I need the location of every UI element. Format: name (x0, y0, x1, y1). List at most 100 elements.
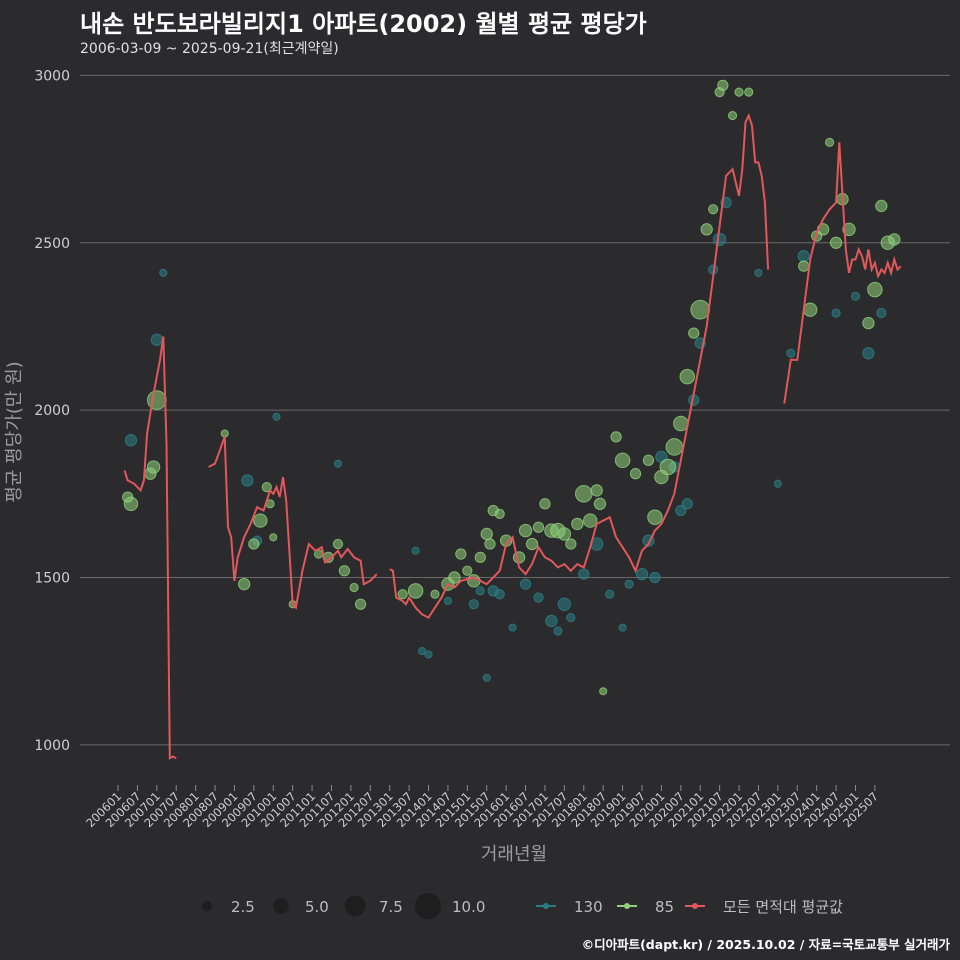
point-85 (539, 498, 551, 510)
point-130 (417, 647, 427, 656)
point-130 (675, 504, 687, 517)
y-gridlines (80, 74, 950, 746)
point-85 (518, 523, 533, 538)
point-130 (424, 650, 433, 659)
point-130 (786, 348, 796, 358)
point-85 (629, 468, 642, 480)
point-130 (876, 307, 887, 319)
point-130 (797, 249, 810, 263)
point-85 (480, 527, 493, 541)
color-legend-label: 모든 면적대 평균값 (723, 898, 843, 916)
point-85 (610, 431, 622, 443)
color-legend-label: 130 (574, 898, 603, 916)
point-85 (332, 538, 344, 550)
point-85 (525, 537, 539, 551)
point-130 (241, 474, 254, 487)
point-85 (593, 497, 607, 511)
point-85 (583, 513, 598, 528)
point-85 (349, 582, 359, 593)
point-85 (659, 458, 677, 476)
average-line-segment (208, 436, 378, 610)
point-130 (578, 568, 590, 580)
point-130 (624, 579, 634, 589)
point-85 (565, 538, 577, 550)
point-130 (566, 613, 576, 623)
point-130 (494, 589, 505, 600)
legend: 2.5 5.0 7.5 10.0 130 85 모든 면적대 평균값 (201, 893, 843, 919)
point-130 (443, 596, 453, 605)
point-85 (842, 222, 856, 237)
point-130 (533, 592, 544, 603)
point-85 (647, 509, 663, 525)
size-legend-label: 7.5 (379, 898, 403, 916)
source-credit: ©디아파트(dapt.kr) / 2025.10.02 / 자료=국토교통부 실… (581, 937, 950, 952)
point-85 (557, 527, 572, 541)
point-130 (124, 434, 138, 447)
point-130 (862, 347, 875, 360)
point-85 (397, 589, 408, 600)
color-legend-dot (692, 903, 698, 909)
size-legend-label: 5.0 (305, 898, 329, 916)
point-85 (679, 368, 696, 385)
point-85 (688, 327, 700, 339)
point-85 (862, 316, 875, 330)
point-85 (802, 302, 818, 317)
point-85 (455, 548, 467, 560)
average-line-segment (783, 142, 902, 404)
point-85 (474, 551, 486, 564)
point-85 (734, 87, 744, 97)
point-85 (690, 299, 711, 320)
point-85 (354, 598, 367, 610)
point-85 (727, 110, 738, 121)
point-85 (673, 415, 689, 432)
point-130 (333, 459, 343, 468)
point-85 (220, 429, 229, 438)
point-85 (614, 452, 631, 469)
point-85 (248, 538, 260, 550)
point-130 (508, 623, 517, 632)
y-tick-label: 3000 (34, 68, 70, 84)
point-130 (831, 308, 841, 318)
average-line-segment (123, 336, 177, 760)
point-85 (744, 87, 754, 97)
series-average-line (123, 112, 902, 760)
point-130 (605, 589, 615, 599)
y-tick-label: 1000 (34, 738, 70, 754)
point-85 (484, 538, 496, 550)
point-85 (875, 199, 888, 213)
point-130 (553, 626, 563, 636)
point-85 (448, 571, 461, 584)
point-85 (532, 521, 545, 533)
series-85-points (122, 79, 901, 696)
point-85 (237, 577, 251, 591)
point-85 (798, 260, 810, 272)
point-130 (618, 623, 627, 632)
point-130 (150, 333, 163, 346)
point-130 (272, 412, 281, 421)
point-85 (269, 533, 278, 542)
point-85 (665, 438, 684, 456)
point-85 (829, 236, 843, 249)
size-legend-key (415, 893, 441, 919)
point-85 (146, 390, 167, 410)
point-85 (253, 513, 268, 528)
point-85 (825, 137, 835, 147)
point-85 (888, 233, 901, 246)
point-85 (708, 204, 719, 215)
chart-title: 내손 반도보라빌리지1 아파트(2002) 월별 평균 평당가 (80, 10, 647, 38)
point-85 (407, 583, 424, 599)
point-130 (482, 673, 491, 682)
y-tick-label: 2000 (34, 403, 70, 419)
point-130 (468, 599, 479, 610)
point-130 (712, 232, 727, 247)
x-tick-labels: 2006012006072007012007072008012008072009… (83, 785, 881, 830)
y-tick-label: 2500 (34, 236, 70, 252)
point-130 (475, 586, 485, 596)
point-85 (717, 79, 729, 92)
point-130 (754, 268, 763, 277)
point-130 (649, 571, 661, 584)
point-130 (519, 578, 532, 590)
series-130-points (124, 196, 887, 682)
size-legend-key (201, 900, 213, 912)
